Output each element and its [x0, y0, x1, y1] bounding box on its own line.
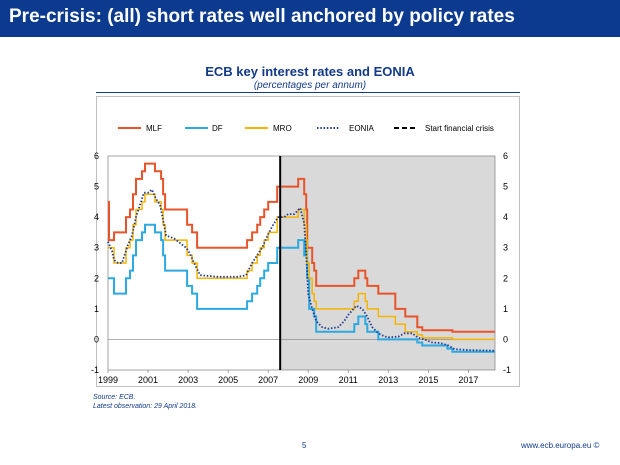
y-tick-label-left: -1 [91, 365, 99, 375]
y-tick-label-left: 1 [94, 304, 99, 314]
y-tick-label-left: 5 [94, 182, 99, 192]
chart-frame [96, 96, 520, 387]
chart-title: ECB key interest rates and EONIA [205, 64, 415, 79]
legend-label-eonia: EONIA [349, 124, 375, 133]
y-tick-label-left: 6 [94, 151, 99, 161]
y-tick-label-right: 5 [503, 182, 508, 192]
legend-label-crisis: Start financial crisis [425, 124, 494, 133]
slide-title: Pre-crisis: (all) short rates well ancho… [9, 6, 515, 27]
post-crisis-shade [280, 156, 495, 370]
latest-observation-note: Latest observation: 29 April 2018. [93, 403, 198, 410]
series-mlf-line [108, 162, 495, 333]
page-number: 5 [302, 441, 307, 450]
y-tick-label-left: 3 [94, 243, 99, 253]
y-tick-label-right: -1 [503, 365, 511, 375]
y-tick-label-right: 3 [503, 243, 508, 253]
website-link[interactable]: www.ecb.europa.eu © [521, 441, 600, 450]
y-tick-label-right: 4 [503, 212, 508, 222]
y-tick-label-right: 6 [503, 151, 508, 161]
x-tick-label: 2013 [378, 375, 398, 385]
plot-area [107, 155, 496, 371]
x-tick-label: 2005 [218, 375, 238, 385]
y-tick-label-left: 4 [94, 212, 99, 222]
x-tick-label: 2017 [458, 375, 478, 385]
source-note: Source: ECB. [93, 394, 136, 401]
x-tick-label: 2003 [178, 375, 198, 385]
x-tick-label: 2009 [298, 375, 318, 385]
legend-label-mro: MRO [273, 124, 292, 133]
title-bar: Pre-crisis: (all) short rates well ancho… [0, 0, 620, 37]
series-mro-line [108, 193, 495, 341]
y-tick-label-right: 0 [503, 334, 508, 344]
x-tick-label: 2015 [418, 375, 438, 385]
legend-label-df: DF [212, 124, 223, 133]
series-df-line [108, 223, 495, 353]
x-tick-label: 2001 [138, 375, 158, 385]
legend-label-mlf: MLF [146, 124, 162, 133]
title-rule [96, 92, 520, 93]
chart-subtitle: (percentages per annum) [253, 80, 367, 91]
series-eonia-line [107, 188, 496, 352]
y-tick-label-left: 0 [94, 334, 99, 344]
y-tick-label-right: 1 [503, 304, 508, 314]
x-tick-label: 1999 [98, 375, 118, 385]
y-tick-label-left: 2 [94, 273, 99, 283]
x-tick-label: 2007 [258, 375, 278, 385]
x-tick-label: 2011 [339, 375, 358, 385]
y-tick-label-right: 2 [503, 273, 508, 283]
